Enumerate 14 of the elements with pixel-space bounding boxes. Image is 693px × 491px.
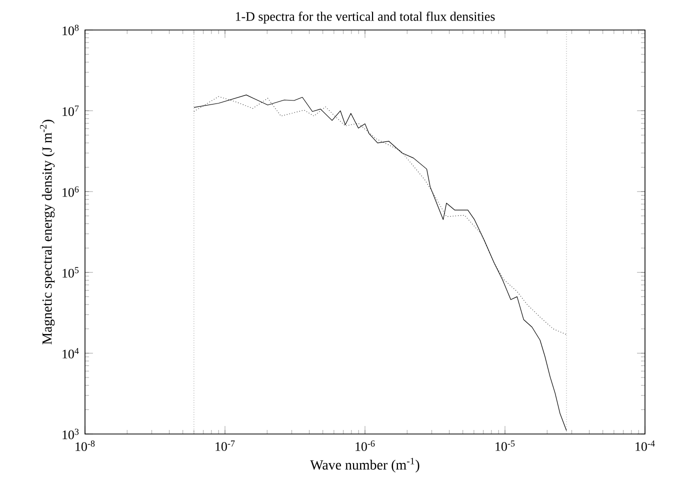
x-tick-label: 10$^{-7}$ [216,440,235,451]
y-tick-label: 10$^{5}$ [62,267,79,278]
x-tick-label: 10$^{-8}$ [76,440,95,451]
chart-title: 1-D spectra for the vertical and total flux densities [236,12,495,24]
x-tick-label: 10$^{-4}$ [636,440,655,451]
y-tick-label: 10$^{7}$ [62,106,79,116]
y-tick-label: 10$^{3}$ [62,428,79,440]
y-tick-label: 10$^{4}$ [62,348,79,358]
y-axis-title: Magnetic spectral energy density (J m$^{-2}$) [40,120,55,344]
x-axis-title: Wave number (m$^{-1}$) [310,458,420,472]
x-tick-label: 10$^{-6}$ [356,440,375,451]
y-tick-label: 10$^{6}$ [62,186,79,197]
x-tick-label: 10$^{-5}$ [496,440,515,451]
y-tick-label: 10$^{8}$ [62,24,79,36]
